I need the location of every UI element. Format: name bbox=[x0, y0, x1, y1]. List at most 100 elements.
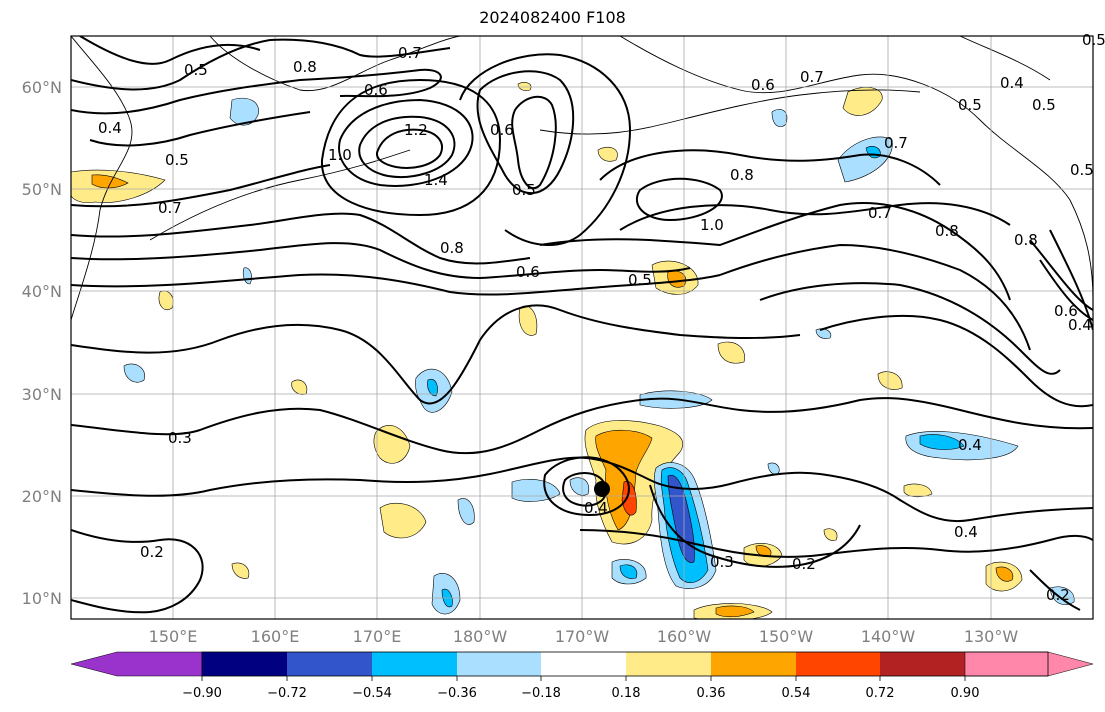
contour-label: 0.5 bbox=[628, 271, 652, 289]
lon-label: 140°W bbox=[861, 627, 916, 646]
contour-line bbox=[71, 242, 691, 280]
map-title: 2024082400 F108 bbox=[479, 8, 626, 27]
contour-label: 0.6 bbox=[516, 263, 540, 281]
contour-label: 0.2 bbox=[1046, 586, 1070, 604]
shade-patch-positive bbox=[91, 174, 129, 189]
contour-label: 0.8 bbox=[935, 222, 959, 240]
colorbar-extend-low bbox=[70, 651, 203, 677]
contour-label: 1.0 bbox=[700, 216, 724, 234]
colorbar-segment bbox=[457, 652, 541, 676]
colorbar-tick-label: 0.54 bbox=[782, 686, 811, 701]
contour-label: 0.6 bbox=[364, 81, 388, 99]
colorbar-tick-label: 0.72 bbox=[866, 686, 895, 701]
shade-patch-negative bbox=[1049, 586, 1075, 605]
contour-line bbox=[819, 314, 1093, 408]
contour-labels: 0.7 0.6 0.8 0.5 0.4 0.5 0.7 1.0 1.2 1.4 … bbox=[98, 31, 1105, 604]
shade-patch-positive bbox=[373, 425, 411, 464]
map-frame bbox=[70, 35, 1094, 620]
shade-patch-positive bbox=[823, 528, 838, 541]
colorbar-tick-label: −0.90 bbox=[182, 686, 222, 701]
lon-label: 130°W bbox=[964, 627, 1019, 646]
lon-label: 170°E bbox=[353, 627, 402, 646]
colorbar-segment bbox=[626, 652, 711, 676]
colorbar-tick-label: −0.18 bbox=[521, 686, 561, 701]
lat-label: 20°N bbox=[22, 487, 62, 506]
contour-label: 0.7 bbox=[868, 204, 892, 222]
contour-label: 0.4 bbox=[584, 499, 608, 517]
colorbar-tick-label: 0.36 bbox=[697, 686, 726, 701]
coastline-aleutians bbox=[539, 89, 921, 135]
contour-label: 0.5 bbox=[1070, 161, 1094, 179]
contour-line bbox=[71, 304, 801, 405]
colorbar: −0.90 −0.72 −0.54 −0.36 −0.18 0.18 0.36 … bbox=[70, 651, 1094, 701]
lat-label: 30°N bbox=[22, 385, 62, 404]
contour-line bbox=[539, 202, 1011, 301]
shade-patch-negative bbox=[229, 97, 259, 126]
shade-patch-positive bbox=[717, 341, 745, 364]
contour-line bbox=[511, 95, 557, 190]
contour-line bbox=[376, 128, 443, 169]
lon-label: 150°W bbox=[759, 627, 814, 646]
contour-label: 0.4 bbox=[1000, 74, 1024, 92]
coastline-yukon bbox=[959, 36, 1051, 81]
contour-label: 0.5 bbox=[165, 151, 189, 169]
coastline-kurils bbox=[149, 149, 411, 241]
contour-label: 0.7 bbox=[800, 68, 824, 86]
shaded-field bbox=[71, 82, 1075, 619]
contour-line bbox=[1039, 259, 1093, 321]
shade-patch-positive bbox=[518, 305, 538, 336]
longitude-labels: 150°E 160°E 170°E 180°W 170°W 160°W 150°… bbox=[149, 627, 1019, 646]
colorbar-segment bbox=[287, 652, 372, 676]
contour-label: 0.4 bbox=[954, 523, 978, 541]
shade-patch-positive bbox=[995, 566, 1014, 582]
colorbar-tick-label: 0.18 bbox=[612, 686, 641, 701]
contour-line bbox=[71, 212, 531, 265]
lon-label: 150°E bbox=[149, 627, 198, 646]
shade-patch-negative bbox=[242, 267, 252, 285]
shade-patch-positive bbox=[903, 483, 933, 498]
colorbar-segment bbox=[541, 652, 626, 676]
contour-label: 0.8 bbox=[730, 166, 754, 184]
contour-label: 0.6 bbox=[751, 76, 775, 94]
coastline-kamchatka bbox=[209, 36, 461, 92]
contour-label: 0.3 bbox=[710, 553, 734, 571]
lat-label: 40°N bbox=[22, 282, 62, 301]
colorbar-segment bbox=[711, 652, 796, 676]
shade-patch-negative bbox=[511, 479, 561, 502]
shade-patch-positive bbox=[597, 147, 618, 162]
shade-patch-positive bbox=[877, 371, 903, 390]
shade-patch-positive bbox=[842, 87, 883, 116]
shade-patch-negative bbox=[815, 328, 832, 339]
shade-patch-negative bbox=[457, 498, 475, 525]
contour-line bbox=[71, 529, 204, 614]
contour-label: 0.7 bbox=[398, 44, 422, 62]
contour-label: 1.2 bbox=[404, 121, 428, 139]
shade-patch-positive bbox=[715, 605, 755, 618]
contour-label: 0.7 bbox=[884, 134, 908, 152]
shade-patch-positive bbox=[379, 502, 427, 539]
contours bbox=[71, 36, 1093, 614]
contour-line bbox=[543, 456, 630, 517]
contour-label: 0.8 bbox=[1014, 231, 1038, 249]
contour-line bbox=[579, 529, 1093, 558]
shade-patch-positive bbox=[231, 562, 250, 579]
contour-line bbox=[1049, 229, 1093, 331]
shade-patch-positive bbox=[158, 290, 174, 311]
contour-line bbox=[619, 202, 1011, 231]
colorbar-segment bbox=[796, 652, 880, 676]
coastline-alaska bbox=[619, 36, 1093, 301]
contour-line bbox=[71, 397, 1093, 455]
contour-line bbox=[89, 111, 311, 147]
contour-label: 0.8 bbox=[440, 239, 464, 257]
contour-label: 0.4 bbox=[1068, 316, 1092, 334]
contour-label: 1.4 bbox=[424, 171, 448, 189]
colorbar-frame bbox=[201, 651, 1049, 677]
colorbar-tick-label: −0.54 bbox=[352, 686, 392, 701]
colorbar-segment bbox=[880, 652, 965, 676]
shade-patch-negative bbox=[771, 109, 788, 127]
contour-label: 0.6 bbox=[1054, 302, 1078, 320]
lon-label: 180°W bbox=[453, 627, 508, 646]
contour-label: 0.4 bbox=[98, 119, 122, 137]
contour-label: 1.0 bbox=[328, 146, 352, 164]
lat-label: 10°N bbox=[22, 589, 62, 608]
